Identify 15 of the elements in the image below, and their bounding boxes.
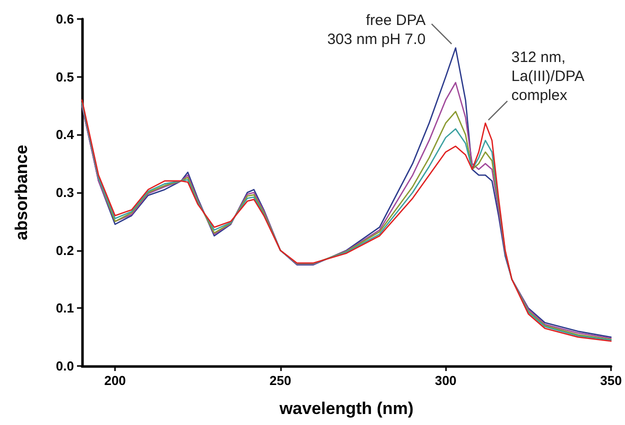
y-tick-label: 0.1 [56,300,74,316]
y-tick-label: 0.5 [56,69,74,84]
y-tick-label: 0.4 [56,127,75,142]
annotation: free DPA 303 nm pH 7.0 [327,12,426,48]
y-tick-label: 0.6 [56,12,74,26]
y-tick-label: 0.3 [56,185,74,200]
x-tick-label: 200 [104,373,126,388]
x-tick-label: 250 [270,373,292,388]
y-tick-label: 0.0 [56,358,74,374]
x-tick-label: 300 [434,373,457,388]
x-axis-title: wavelength (nm) [278,399,414,418]
y-tick-label: 0.2 [56,242,74,258]
x-tick-label: 350 [600,373,622,388]
y-axis-title: absorbance [12,144,31,240]
annotation: 312 nm, La(III)/DPA complex [511,49,584,104]
